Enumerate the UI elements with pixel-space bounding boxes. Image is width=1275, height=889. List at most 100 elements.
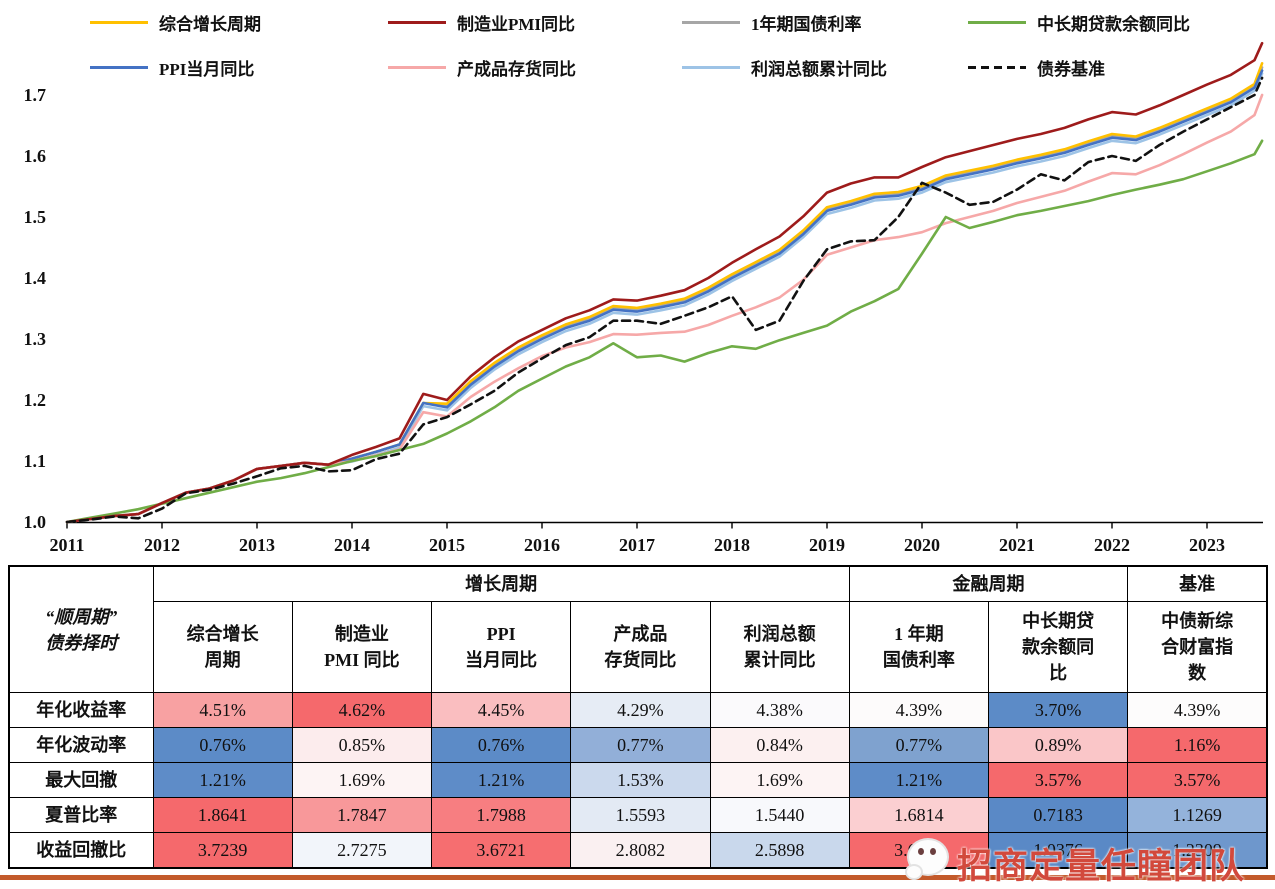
metric-cell: 2.5898 <box>709 832 850 869</box>
metric-cell: 1.21% <box>152 762 293 798</box>
x-tick-label: 2013 <box>239 535 275 555</box>
table-row: 年化波动率 0.76% 0.85% 0.76% 0.77% 0.84% 0.77% 0.89%… <box>8 727 1268 763</box>
metric-cell: 0.7183 <box>987 797 1129 833</box>
y-tick-label: 1.4 <box>24 268 47 288</box>
performance-table: “顺周期” 债券择时 增长周期 金融周期 基准 综合增长 周期 制造业 PMI 同比 PPI… <box>8 565 1268 869</box>
x-tick-label: 2014 <box>334 535 370 555</box>
legend-swatch-profit-yoy <box>682 65 740 69</box>
metric-cell: 4.45% <box>430 692 572 728</box>
table-row: 最大回撤 1.21% 1.69% 1.21% 1.53% 1.69% 1.21% 3.57% 3… <box>8 762 1268 798</box>
legend-label: PPI当月同比 <box>159 59 255 79</box>
table-row: 夏普比率 1.8641 1.7847 1.7988 1.5593 1.5440 1.6814… <box>8 797 1268 833</box>
column-header: 综合增长 周期 <box>152 601 293 693</box>
x-tick-label: 2017 <box>619 535 655 555</box>
column-header: 利润总额 累计同比 <box>709 601 850 693</box>
series-line-mlt-loan-yoy <box>65 139 1264 524</box>
table-corner-label: “顺周期” 债券择时 <box>8 565 154 693</box>
y-tick-label: 1.7 <box>24 85 47 105</box>
legend-item-composite-growth: 综合增长周期 <box>90 12 261 34</box>
y-tick-label: 1.3 <box>24 329 47 349</box>
row-label: 年化波动率 <box>8 727 154 763</box>
legend-swatch-inventory-yoy <box>388 65 446 69</box>
y-tick-label: 1.1 <box>24 451 47 471</box>
metric-cell: 1.1269 <box>1127 797 1268 833</box>
x-tick-label: 2023 <box>1189 535 1225 555</box>
metric-cell: 4.38% <box>709 692 850 728</box>
legend-swatch-bond-benchmark <box>968 65 1026 69</box>
metric-cell: 1.8641 <box>152 797 293 833</box>
metric-cell: 4.51% <box>152 692 293 728</box>
legend-item-mlt-loan-yoy: 中长期贷款余额同比 <box>968 12 1190 34</box>
x-tick-label: 2020 <box>904 535 940 555</box>
metric-cell: 3.7239 <box>152 832 293 869</box>
metric-cell: 0.76% <box>430 727 572 763</box>
group-header: 金融周期 <box>848 565 1129 602</box>
metric-cell: 0.77% <box>848 727 990 763</box>
series-line-bond-benchmark <box>65 76 1264 524</box>
y-tick-label: 1.5 <box>24 207 47 227</box>
x-tick-label: 2015 <box>429 535 465 555</box>
legend-item-bond-benchmark: 债券基准 <box>968 57 1105 79</box>
legend-swatch-mlt-loan-yoy <box>968 20 1026 24</box>
metric-cell: 3.57% <box>1127 762 1268 798</box>
metric-cell: 1.53% <box>570 762 711 798</box>
metric-cell: 0.76% <box>152 727 293 763</box>
column-header: 1 年期 国债利率 <box>848 601 990 693</box>
metric-cell: 3.70% <box>987 692 1129 728</box>
metric-cell: 4.39% <box>1127 692 1268 728</box>
x-tick-label: 2019 <box>809 535 845 555</box>
series-line-profit-yoy <box>65 72 1264 524</box>
legend-item-pmi-yoy: 制造业PMI同比 <box>388 12 575 34</box>
group-header: 增长周期 <box>152 565 850 602</box>
row-label: 夏普比率 <box>8 797 154 833</box>
metric-cell: 1.69% <box>709 762 850 798</box>
row-label: 年化收益率 <box>8 692 154 728</box>
metric-cell: 1.16% <box>1127 727 1268 763</box>
performance-chart: 2011 2012 2013 2014 2015 2016 2017 2018 2019 2020… <box>24 41 1264 555</box>
metric-cell: 0.84% <box>709 727 850 763</box>
legend-swatch-treasury-1y <box>682 20 740 24</box>
legend-label: 1年期国债利率 <box>751 14 862 34</box>
legend-swatch-composite-growth <box>90 20 148 24</box>
legend-label: 产成品存货同比 <box>457 59 576 79</box>
metric-cell: 1.5593 <box>570 797 711 833</box>
watermark: 招商定量任瞳团队 <box>905 838 1245 889</box>
metric-cell: 3.6721 <box>430 832 572 869</box>
x-tick-label: 2018 <box>714 535 750 555</box>
column-header: 制造业 PMI 同比 <box>291 601 433 693</box>
metric-cell: 1.21% <box>430 762 572 798</box>
x-tick-label: 2021 <box>999 535 1035 555</box>
y-tick-label: 1.0 <box>24 512 47 532</box>
series-line-composite-growth <box>65 62 1264 524</box>
x-tick-label: 2022 <box>1094 535 1130 555</box>
table-row: 收益回撤比3.72392.72753.67212.80822.58983.623… <box>8 832 1268 869</box>
wechat-icon <box>905 838 949 880</box>
metric-cell: 1.2309 <box>1127 832 1268 869</box>
metric-cell: 1.5440 <box>709 797 850 833</box>
column-header: PPI 当月同比 <box>430 601 572 693</box>
metric-cell: 0.89% <box>987 727 1129 763</box>
column-header: 中长期贷 款余额同 比 <box>987 601 1129 693</box>
table-row: 年化收益率 4.51% 4.62% 4.45% 4.29% 4.38% 4.39% 3.70%… <box>8 692 1268 728</box>
legend-item-profit-yoy: 利润总额累计同比 <box>682 57 887 79</box>
watermark-text: 招商定量任瞳团队 <box>957 847 1246 886</box>
legend-item-inventory-yoy: 产成品存货同比 <box>388 57 576 79</box>
metric-cell: 1.6814 <box>848 797 990 833</box>
legend-label: 综合增长周期 <box>159 14 261 34</box>
column-header: 产成品 存货同比 <box>570 601 711 693</box>
legend-label: 利润总额累计同比 <box>751 59 887 79</box>
bottom-stripe <box>0 875 1275 880</box>
metric-cell: 1.7847 <box>291 797 433 833</box>
y-tick-label: 1.2 <box>24 390 47 410</box>
legend-swatch-ppi-yoy <box>90 65 148 69</box>
column-header: 中债新综 合财富指 数 <box>1127 601 1268 693</box>
row-label: 最大回撤 <box>8 762 154 798</box>
metric-cell: 2.7275 <box>291 832 433 869</box>
metric-cell: 4.39% <box>848 692 990 728</box>
series-line-ppi-yoy <box>65 69 1264 524</box>
metric-cell: 1.7988 <box>430 797 572 833</box>
metric-cell: 4.29% <box>570 692 711 728</box>
x-tick-label: 2011 <box>49 535 84 555</box>
legend-item-ppi-yoy: PPI当月同比 <box>90 57 255 79</box>
